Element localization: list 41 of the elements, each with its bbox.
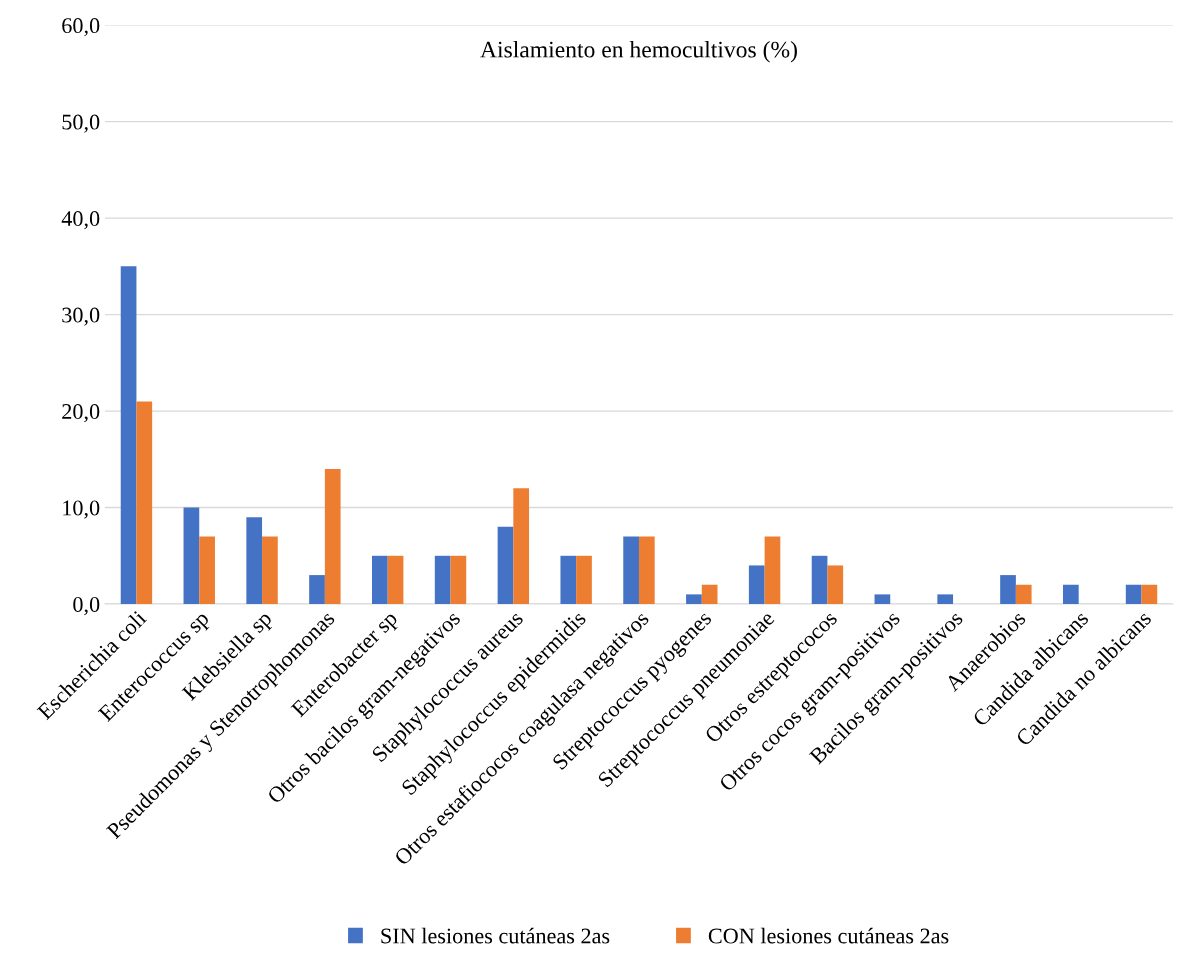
bar: [811, 555, 828, 605]
bar: [262, 536, 278, 605]
bar: [827, 565, 844, 605]
bar: [199, 536, 215, 605]
text: Aislamiento en hemocultivos (%): [480, 40, 797, 63]
bar: [686, 594, 702, 605]
bar: [638, 536, 655, 605]
bar: [1015, 584, 1032, 605]
bar: [1062, 584, 1079, 605]
bar: [623, 536, 639, 605]
bar: [450, 555, 467, 605]
bar: [560, 555, 577, 605]
bar: [1141, 584, 1158, 605]
bar: [1125, 584, 1142, 605]
bar: [576, 555, 592, 605]
y-tick-label: 10,0: [63, 500, 100, 519]
y-tick-label: 0,0: [73, 596, 100, 616]
bar: [1000, 575, 1016, 605]
bar: [309, 575, 325, 605]
bar: [120, 266, 137, 605]
bar: [372, 555, 388, 605]
bar: [387, 555, 404, 605]
y-tick-label: 50,0: [62, 114, 100, 133]
bar: [246, 517, 263, 605]
bar: [764, 536, 781, 605]
bar: [513, 488, 530, 605]
bar: [701, 584, 718, 605]
bar: [183, 507, 200, 605]
y-tick-label: 60,0: [62, 18, 100, 37]
y-tick-label: 30,0: [62, 307, 100, 326]
bar: [937, 594, 954, 605]
bar: [324, 468, 341, 605]
bar: [497, 526, 514, 605]
legend-label: SIN lesiones cutáneas 2as: [381, 927, 610, 944]
legend-label: CON lesiones cutáneas 2as: [708, 927, 949, 944]
bar: [434, 555, 451, 605]
y-tick-label: 40,0: [61, 211, 100, 230]
bar: [874, 594, 891, 605]
bar: [136, 401, 153, 605]
bar: [748, 565, 765, 605]
y-tick-label: 20,0: [62, 404, 100, 423]
